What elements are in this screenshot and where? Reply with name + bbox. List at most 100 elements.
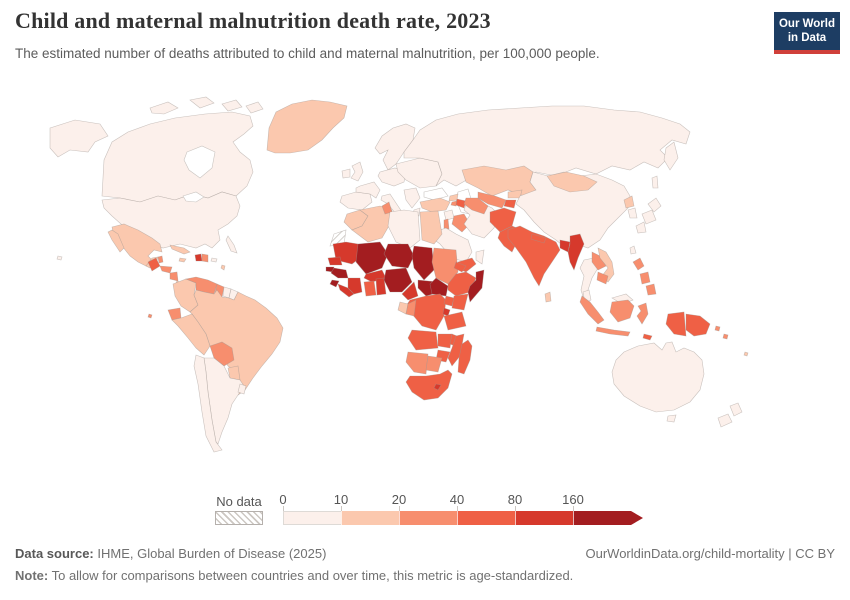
country-azerbaijan[interactable] [455,198,467,209]
country-indonesia-java[interactable] [595,326,631,337]
country-canada[interactable] [101,111,254,203]
country-australia[interactable] [611,341,705,413]
country-india[interactable] [507,225,561,287]
country-arctic-island[interactable] [245,101,264,114]
country-tasmania[interactable] [666,414,677,423]
country-arctic-island[interactable] [149,101,179,115]
country-balkans[interactable] [403,187,421,209]
country-oman[interactable] [475,249,485,265]
country-solomon-islands[interactable] [714,325,721,332]
country-sri-lanka[interactable] [544,291,552,303]
legend-bin-0-10[interactable] [283,511,341,525]
country-new-zealand-south[interactable] [717,413,733,428]
country-vietnam[interactable] [597,247,615,283]
country-guinea[interactable] [330,267,349,279]
country-philippines[interactable] [645,283,657,296]
country-japan[interactable] [647,197,662,213]
legend-bin-160+[interactable] [573,511,631,525]
country-niger[interactable] [383,243,415,269]
country-nigeria[interactable] [383,267,413,293]
country-angola[interactable] [407,329,439,351]
country-china[interactable] [515,171,631,249]
country-mali[interactable] [355,241,389,275]
country-namibia[interactable] [405,351,429,375]
country-ireland[interactable] [341,168,351,179]
country-cuba[interactable] [169,244,191,255]
country-sakhalin[interactable] [651,175,659,189]
country-japan[interactable] [635,221,647,234]
country-mexico-baja[interactable] [107,229,125,253]
country-haiti[interactable] [194,253,203,262]
country-greenland[interactable] [266,99,348,154]
country-taiwan[interactable] [629,245,637,255]
country-arctic-island[interactable] [189,96,215,109]
country-iberia[interactable] [339,191,373,211]
country-uganda[interactable] [443,295,455,307]
country-nicaragua[interactable] [169,271,179,282]
country-uk[interactable] [350,161,364,182]
country-belize[interactable] [157,255,164,264]
country-usa-florida[interactable] [225,235,238,254]
country-tajikistan[interactable] [503,199,517,209]
country-papua-new-guinea[interactable] [685,313,711,337]
country-tanzania[interactable] [443,311,467,331]
country-fiji[interactable] [743,351,749,357]
country-indonesia-sulawesi[interactable] [636,302,649,325]
country-lesotho[interactable] [433,383,442,391]
country-puerto-rico[interactable] [210,257,218,263]
owid-url-link[interactable]: OurWorldinData.org/child-mortality | CC … [585,546,836,561]
country-mozambique[interactable] [447,333,465,367]
country-cameroon[interactable] [401,281,419,301]
country-lesser-antilles[interactable] [220,264,226,271]
country-south-africa[interactable] [405,369,453,401]
country-peru[interactable] [171,313,211,356]
country-arctic-island[interactable] [221,99,243,112]
country-nepal[interactable] [530,233,547,244]
country-timor[interactable] [642,333,653,341]
country-kazakhstan[interactable] [461,165,537,197]
country-france[interactable] [355,181,381,199]
country-egypt[interactable] [419,210,443,245]
country-mexico[interactable] [111,223,163,267]
country-indonesia-sumatra[interactable] [579,295,605,325]
no-data-swatch[interactable] [215,511,263,525]
country-turkey[interactable] [419,197,451,213]
country-armenia[interactable] [450,200,458,207]
country-uruguay[interactable] [237,383,247,395]
country-eastern-europe[interactable] [395,157,443,189]
country-kamchatka[interactable] [663,141,679,171]
country-zambia[interactable] [437,333,453,349]
country-laos[interactable] [591,251,607,271]
country-myanmar[interactable] [567,233,585,271]
country-madagascar[interactable] [457,339,473,375]
country-dominican-republic[interactable] [201,253,209,263]
country-south-korea[interactable] [627,207,638,219]
country-japan[interactable] [641,209,657,225]
country-cambodia[interactable] [596,271,609,285]
legend-bin-20-40[interactable] [399,511,457,525]
country-eritrea[interactable] [453,261,467,273]
country-cote-divoire[interactable] [347,277,363,295]
country-chad[interactable] [411,245,435,281]
country-indonesia-papua[interactable] [665,311,687,337]
country-philippines[interactable] [632,257,645,271]
country-togo-benin[interactable] [375,277,387,296]
country-liberia[interactable] [337,283,355,298]
country-kenya[interactable] [451,293,469,311]
legend-bin-80-160[interactable] [515,511,573,525]
legend-bin-40-80[interactable] [457,511,515,525]
country-somalia[interactable] [467,269,485,303]
country-turkmenistan[interactable] [463,197,489,215]
country-honduras[interactable] [159,265,173,274]
country-chile[interactable] [193,354,223,453]
country-indonesia-kalimantan[interactable] [609,299,635,323]
country-vanuatu[interactable] [722,333,729,340]
country-jamaica[interactable] [178,257,187,263]
country-new-zealand-north[interactable] [729,402,743,417]
country-ghana[interactable] [363,280,377,297]
country-north-korea[interactable] [623,195,635,209]
country-libya[interactable] [387,209,421,249]
country-jordan[interactable] [443,218,450,230]
country-botswana[interactable] [425,355,443,373]
country-senegal[interactable] [327,256,343,266]
